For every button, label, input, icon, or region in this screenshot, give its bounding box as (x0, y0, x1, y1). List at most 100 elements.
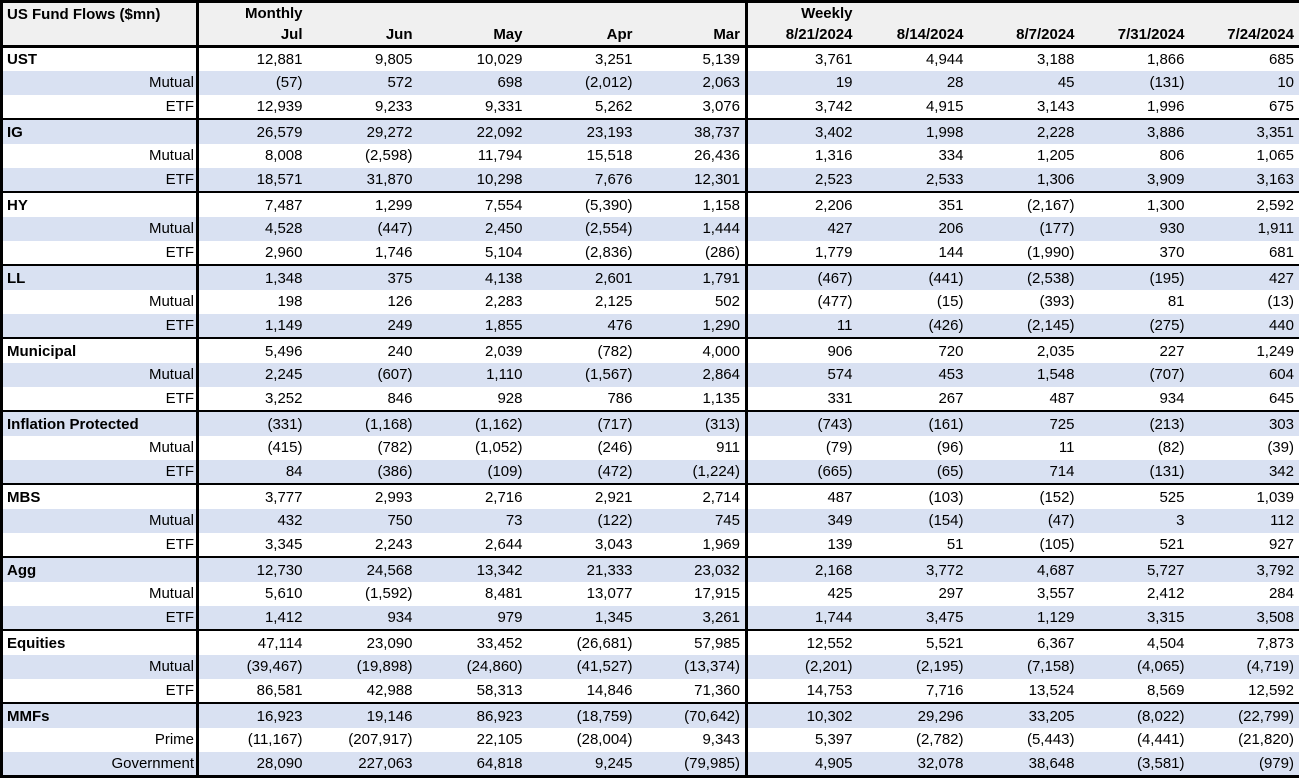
cell-weekly: 29,296 (857, 702, 969, 728)
cell-monthly: 31,870 (366, 171, 413, 189)
row-label-sub: ETF (1, 95, 199, 120)
cell-monthly: 12,730 (197, 556, 308, 582)
cell-monthly: 2,960 (264, 244, 303, 262)
cell-weekly: 112 (1270, 512, 1294, 530)
cell-weekly: 3,143 (1036, 98, 1075, 116)
cell-weekly: (467) (746, 264, 858, 290)
cell-weekly: 349 (827, 512, 853, 530)
table-row: ETF 1,412 934 979 1,345 3,261 1,744 3,475 1,129 3… (1, 606, 1299, 631)
row-label-category: MBS (1, 483, 199, 509)
cell-monthly: 1,969 (637, 533, 748, 558)
cell-weekly: 3,557 (1036, 585, 1075, 603)
header-spacer (527, 1, 638, 24)
cell-weekly: 13,524 (1028, 682, 1075, 700)
cell-weekly: (4,441) (1136, 731, 1185, 749)
cell-monthly: 23,193 (527, 118, 638, 144)
cell-monthly: 12,939 (256, 98, 303, 116)
cell-monthly: 745 (637, 508, 748, 534)
row-label-category: IG (1, 118, 199, 144)
cell-monthly: 9,343 (637, 727, 748, 753)
cell-weekly: 930 (1159, 220, 1185, 238)
cell-monthly: 9,245 (594, 755, 633, 772)
cell-weekly: 2,168 (746, 556, 858, 582)
table-row: MMFs 16,923 19,146 86,923 (18,759) (70,642) 10… (1, 702, 1299, 728)
row-label-sub: ETF (1, 387, 199, 412)
cell-monthly: 13,342 (417, 556, 528, 582)
row-label-category: Agg (1, 556, 199, 582)
cell-monthly: 9,805 (307, 45, 418, 71)
cell-monthly: (1,168) (307, 410, 418, 436)
weekly-col-header: 8/21/2024 (746, 23, 858, 48)
cell-monthly: 2,039 (417, 337, 528, 363)
cell-weekly: 370 (1159, 244, 1185, 262)
cell-weekly: 1,065 (1256, 147, 1294, 165)
cell-monthly: 1,110 (486, 366, 523, 384)
cell-monthly: (24,860) (466, 658, 523, 676)
header-spacer (857, 1, 969, 24)
cell-weekly: 28 (946, 74, 964, 92)
cell-monthly: 10,029 (417, 45, 528, 71)
cell-weekly: 1,205 (1036, 147, 1075, 165)
cell-weekly: 675 (1268, 98, 1294, 116)
cell-weekly: 2,523 (814, 171, 853, 189)
cell-monthly: (782) (377, 439, 413, 457)
cell-weekly: (2,538) (968, 264, 1080, 290)
row-label-sub: ETF (1, 606, 199, 631)
cell-weekly: 51 (946, 536, 964, 554)
row-label-sub: ETF (1, 679, 199, 704)
cell-monthly: 5,104 (484, 244, 523, 262)
cell-weekly: (743) (746, 410, 858, 436)
cell-weekly: (665) (817, 463, 853, 481)
cell-monthly: 2,716 (417, 483, 528, 509)
cell-monthly: 3,251 (527, 45, 638, 71)
cell-weekly: 331 (827, 390, 853, 408)
cell-weekly: 297 (938, 585, 964, 603)
weekly-section-label: Weekly (746, 1, 858, 24)
cell-weekly: 351 (857, 191, 969, 217)
row-label-sub: Government (1, 752, 199, 777)
cell-weekly: 3,188 (968, 45, 1080, 71)
cell-weekly: 1,996 (1146, 98, 1185, 116)
cell-weekly: 267 (938, 390, 964, 408)
cell-weekly: (154) (928, 512, 964, 530)
cell-weekly: 227 (1079, 337, 1190, 363)
cell-weekly: (426) (928, 317, 964, 335)
cell-monthly: 1,746 (374, 244, 413, 262)
cell-monthly: 26,436 (637, 143, 748, 169)
header-spacer (1189, 1, 1299, 24)
cell-weekly: 521 (1159, 536, 1185, 554)
cell-weekly: 425 (827, 585, 853, 603)
cell-weekly: 1,548 (1036, 366, 1075, 384)
cell-monthly: 5,610 (264, 585, 303, 603)
cell-monthly: 3,777 (197, 483, 308, 509)
cell-weekly: (22,799) (1189, 702, 1299, 728)
cell-monthly: (246) (597, 439, 633, 457)
cell-monthly: 1,158 (637, 191, 748, 217)
cell-weekly: (152) (968, 483, 1080, 509)
cell-monthly: 3,261 (637, 606, 748, 631)
cell-monthly: 3,076 (637, 95, 748, 120)
cell-weekly: 1,779 (814, 244, 853, 262)
cell-monthly: 240 (307, 337, 418, 363)
row-label-category: HY (1, 191, 199, 217)
cell-monthly: 12,881 (197, 45, 308, 71)
cell-weekly: 19 (835, 74, 853, 92)
cell-weekly: 10,302 (746, 702, 858, 728)
cell-weekly: 725 (968, 410, 1080, 436)
cell-weekly: 1,039 (1189, 483, 1299, 509)
cell-weekly: 303 (1189, 410, 1299, 436)
cell-weekly: 714 (1049, 463, 1075, 481)
table-row: Equities 47,114 23,090 33,452 (26,681) 57,985… (1, 629, 1299, 655)
cell-monthly: 64,818 (476, 755, 523, 772)
table-row: ETF 2,960 1,746 5,104 (2,836) (286) 1,779 144 (1… (1, 241, 1299, 266)
cell-monthly: 1,412 (264, 609, 303, 627)
cell-weekly: (21,820) (1238, 731, 1294, 749)
header-spacer (1079, 1, 1190, 24)
row-label-category: Municipal (1, 337, 199, 363)
cell-weekly: 1,316 (814, 147, 853, 165)
cell-weekly: (4,719) (1246, 658, 1294, 676)
cell-weekly: 427 (827, 220, 853, 238)
cell-monthly: 14,846 (586, 682, 633, 700)
cell-monthly: 8,008 (264, 147, 303, 165)
cell-weekly: 1,866 (1079, 45, 1190, 71)
